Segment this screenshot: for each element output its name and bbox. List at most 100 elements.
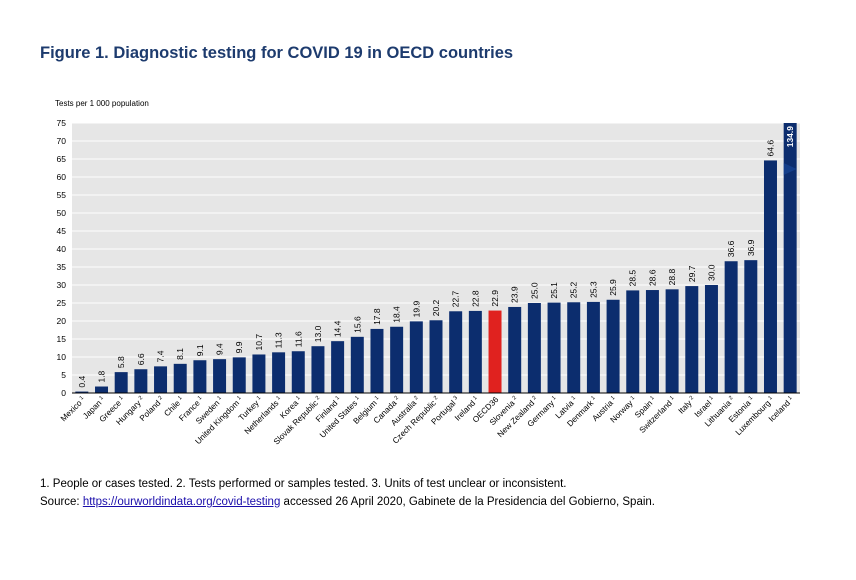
footnote-mark: 1 <box>748 395 754 401</box>
value-label: 17.8 <box>372 308 382 325</box>
bar-united-states <box>350 336 364 393</box>
bar-united-kingdom <box>232 357 246 393</box>
source-link[interactable]: https://ourworldindata.org/covid-testing <box>82 496 281 508</box>
bar-finland <box>331 341 345 393</box>
value-label: 25.3 <box>588 281 598 298</box>
value-label: 14.4 <box>333 320 343 337</box>
footnote-mark: 2 <box>689 395 695 401</box>
bar-korea <box>291 351 305 393</box>
axis-break-mark <box>783 163 797 175</box>
category-name: Mexico <box>59 398 84 423</box>
value-label: 28.8 <box>667 269 677 286</box>
footnote-mark: 1 <box>118 395 124 401</box>
source-line: Source: https://ourworldindata.org/covid… <box>40 496 655 508</box>
footnote-mark: 1 <box>79 395 85 401</box>
footnote-mark: 1 <box>354 395 360 401</box>
bar-denmark <box>586 301 600 393</box>
value-label: 22.7 <box>451 290 461 307</box>
bar-iceland <box>783 123 797 393</box>
footnote-mark: 3 <box>453 395 459 401</box>
bars <box>75 123 797 393</box>
bar-slovenia <box>508 306 522 393</box>
value-label: 7.4 <box>156 350 166 362</box>
y-axis-ticks: 0 5 10 15 20 25 30 35 40 45 50 55 60 65 70 75 <box>57 118 67 398</box>
footnote-mark: 1 <box>630 395 636 401</box>
source-prefix: Source: <box>40 496 83 508</box>
value-label: 11.6 <box>293 331 303 347</box>
bar-new-zealand <box>527 303 541 393</box>
value-label: 6.6 <box>136 353 146 365</box>
y-tick-label: 40 <box>57 244 67 254</box>
category-name: Iceland <box>767 398 792 423</box>
x-tick-label: Hungary2 <box>114 395 146 427</box>
bar-netherlands <box>272 352 286 393</box>
value-label: 13.0 <box>313 325 323 342</box>
y-tick-label: 45 <box>57 226 67 236</box>
value-label: 36.9 <box>746 239 756 256</box>
bar-hungary <box>134 369 148 393</box>
footnote-mark: 2 <box>433 395 439 401</box>
bar-germany <box>547 302 561 393</box>
footnote-mark: 1 <box>197 395 203 401</box>
y-tick-label: 20 <box>57 316 67 326</box>
value-label: 25.1 <box>549 282 559 299</box>
bar-estonia <box>744 260 758 393</box>
bar-italy <box>685 286 699 393</box>
value-label: 23.9 <box>510 286 520 303</box>
footnote-mark: 2 <box>728 395 734 401</box>
footnote-mark: 1 <box>610 395 616 401</box>
value-label: 29.7 <box>687 265 697 282</box>
y-tick-label: 65 <box>57 154 67 164</box>
value-label: 22.8 <box>470 290 480 307</box>
value-label: 1.8 <box>97 370 107 382</box>
value-label: 18.4 <box>392 306 402 323</box>
footnote-mark: 1 <box>787 395 793 401</box>
bar-australia <box>409 321 423 393</box>
bar-latvia <box>567 302 581 393</box>
y-tick-label: 70 <box>57 136 67 146</box>
bar-chile <box>173 363 187 393</box>
bar-turkey <box>252 354 266 393</box>
footnote-mark: 1 <box>335 395 341 401</box>
source-suffix: accessed 26 April 2020, Gabinete de la P… <box>280 496 655 508</box>
footnote-mark: 2 <box>531 395 537 401</box>
y-tick-label: 30 <box>57 280 67 290</box>
x-axis-labels: Mexico1Japan1Greece1Hungary2Poland2Chile… <box>59 395 793 447</box>
footnote-mark: 1 <box>295 395 301 401</box>
bar-belgium <box>370 328 384 393</box>
value-label: 36.6 <box>726 240 736 257</box>
footnote-mark: 1 <box>275 395 281 401</box>
footnote-mark: 1 <box>571 395 577 401</box>
bar-sweden <box>213 359 227 393</box>
y-tick-label: 55 <box>57 190 67 200</box>
value-label: 9.4 <box>215 343 225 355</box>
footnote-mark: 1 <box>669 395 675 401</box>
value-label: 25.0 <box>529 282 539 299</box>
footnote-mark: 2 <box>138 395 144 401</box>
bar-mexico <box>75 391 89 393</box>
value-labels: 0.4 1.8 5.8 6.6 7.4 8.1 9.1 9.4 9.9 10.7 11.3 11.6 1… <box>77 126 795 388</box>
x-tick-label: Mexico1 <box>59 395 87 423</box>
bar-lithuania <box>724 261 738 393</box>
bar-canada <box>390 326 404 393</box>
value-label: 19.9 <box>411 301 421 318</box>
footnote-mark: 1 <box>767 395 773 401</box>
footnote-mark: 1 <box>256 395 262 401</box>
y-tick-label: 25 <box>57 298 67 308</box>
footnote-mark: 1 <box>472 395 478 401</box>
bar-norway <box>626 290 640 393</box>
chart-title: Figure 1. Diagnostic testing for COVID 1… <box>40 44 514 62</box>
value-label: 0.4 <box>77 375 87 387</box>
value-label: 28.6 <box>647 269 657 286</box>
value-label: 22.9 <box>490 290 500 307</box>
footnote-mark: 1 <box>551 395 557 401</box>
value-label: 28.5 <box>628 270 638 287</box>
value-label: 64.6 <box>765 140 775 157</box>
y-tick-label: 5 <box>61 370 66 380</box>
bar-austria <box>606 299 620 393</box>
bar-japan <box>95 386 109 393</box>
value-label: 5.8 <box>116 356 126 368</box>
footnote-mark: 1 <box>374 395 380 401</box>
value-label: 15.6 <box>352 316 362 333</box>
